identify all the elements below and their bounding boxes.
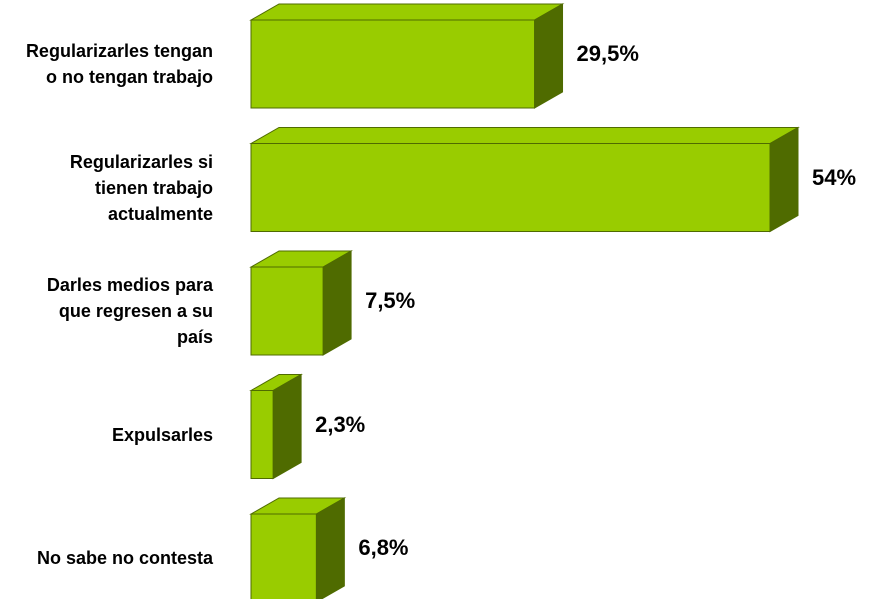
bar-side [315, 497, 345, 599]
category-label: Regularizarles tengan o no tengan trabaj… [25, 41, 213, 87]
bar-side [534, 3, 564, 109]
bar-front [250, 390, 274, 479]
bar-top [249, 3, 565, 21]
bar-front [250, 19, 536, 109]
value-label: 6,8% [358, 535, 409, 560]
bar [249, 3, 565, 109]
bar-front [250, 513, 317, 599]
bar-front [250, 143, 771, 232]
bar-side [272, 373, 302, 480]
value-label: 54% [812, 164, 857, 190]
bar [249, 126, 800, 233]
value-label: 7,5% [365, 288, 416, 313]
bar [249, 250, 353, 356]
value-label: 2,3% [315, 411, 366, 437]
category-label: Darles medios para que regresen a su paí… [46, 275, 213, 347]
bar-side [322, 250, 352, 356]
bar [249, 373, 303, 480]
bar-top [249, 127, 800, 144]
category-label: Expulsarles [111, 424, 213, 445]
category-label: Regularizarles si tienen trabajo actualm… [69, 151, 213, 224]
bar-front [250, 266, 324, 356]
bar [249, 497, 347, 599]
value-label: 29,5% [576, 41, 639, 66]
category-label: No sabe no contesta [36, 548, 213, 568]
bar-side [769, 126, 799, 233]
